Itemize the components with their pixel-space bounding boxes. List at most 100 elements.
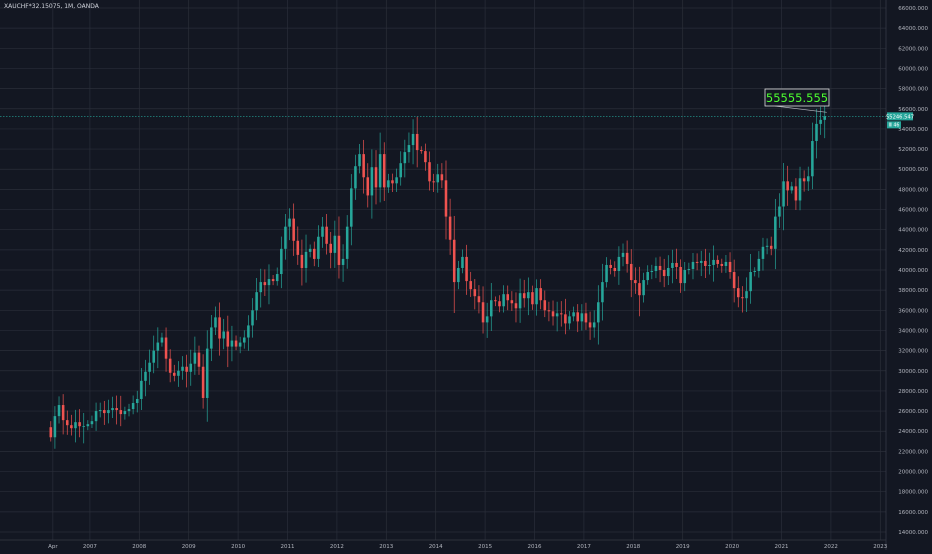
- candle-body: [296, 240, 300, 255]
- candle-body: [790, 186, 794, 191]
- candle-body: [242, 337, 246, 343]
- candle-body: [712, 259, 715, 265]
- candle-body: [802, 178, 806, 182]
- candle-body: [708, 264, 711, 266]
- candle-body: [317, 236, 320, 259]
- candle-body: [61, 405, 65, 421]
- candle-body: [510, 300, 514, 304]
- price-tick-label: 44000.000: [898, 228, 928, 234]
- candle-body: [485, 316, 489, 323]
- candle-body: [135, 398, 139, 404]
- price-tick-label: 26000.000: [898, 409, 928, 415]
- candle-body: [214, 317, 217, 328]
- price-axis[interactable]: 66000.000 64000.000 62000.000 60000.000 5800…: [885, 0, 928, 550]
- candle-body: [518, 293, 522, 309]
- candle-body: [230, 340, 234, 347]
- price-tick-label: 58000.000: [898, 87, 928, 93]
- candle-body: [658, 265, 662, 270]
- time-tick-label: 2010: [231, 544, 245, 550]
- candle-body: [53, 416, 57, 438]
- price-tick-label: 38000.000: [898, 288, 928, 294]
- symbol-title: XAUCHF*32.15075, 1M, OANDA: [4, 3, 99, 10]
- candle-body: [452, 239, 456, 283]
- candle-body: [226, 331, 230, 347]
- candle-body: [308, 248, 312, 252]
- candle-body: [86, 424, 90, 427]
- candle-body: [247, 325, 250, 338]
- candle-body: [382, 154, 386, 188]
- time-tick-label: 2021: [775, 544, 789, 550]
- candle-body: [592, 322, 596, 328]
- candle-body: [70, 425, 73, 429]
- candle-body: [90, 421, 94, 425]
- candle-body: [436, 174, 440, 183]
- candle-body: [49, 427, 53, 438]
- candle-body: [370, 167, 374, 196]
- candle-body: [424, 151, 427, 163]
- candle-body: [588, 322, 592, 328]
- candle-body: [547, 310, 551, 312]
- candle-body: [605, 264, 608, 283]
- candle-body: [329, 243, 333, 253]
- candle-body: [148, 362, 151, 372]
- candle-body: [271, 279, 275, 282]
- candle-body: [111, 408, 114, 411]
- candle-body: [811, 141, 814, 177]
- price-tick-label: 48000.000: [898, 187, 928, 193]
- candle-body: [448, 216, 452, 240]
- candle-body: [255, 292, 258, 311]
- candle-body: [675, 262, 678, 267]
- overlay: 55246.547 Ⅲ 46 55555.555: [0, 88, 914, 129]
- price-tick-label: 14000.000: [898, 530, 928, 536]
- candle-body: [765, 245, 769, 247]
- candle-body: [489, 300, 493, 317]
- candle-body: [539, 288, 542, 301]
- time-tick-label: 2008: [132, 544, 146, 550]
- candle-body: [107, 410, 110, 414]
- candle-body: [782, 181, 785, 207]
- candle-body: [704, 260, 707, 266]
- candle-body: [354, 166, 357, 189]
- price-tick-label: 66000.000: [898, 6, 928, 12]
- price-tick-label: 42000.000: [898, 248, 928, 254]
- candle-body: [609, 264, 612, 268]
- candle-body: [720, 263, 724, 266]
- candle-body: [679, 266, 682, 284]
- candle-body: [502, 294, 505, 307]
- candle-body: [325, 226, 328, 244]
- candle-body: [103, 410, 106, 414]
- candle-body: [366, 177, 370, 196]
- candle-body: [131, 403, 135, 410]
- candle-body: [761, 246, 765, 259]
- candle-body: [432, 181, 435, 183]
- price-tick-label: 54000.000: [898, 127, 928, 133]
- candle-body: [576, 312, 580, 322]
- candle-body: [263, 282, 267, 286]
- candle-body: [350, 188, 353, 227]
- candle-body: [205, 348, 209, 398]
- price-tick-label: 64000.000: [898, 26, 928, 32]
- price-tick-label: 18000.000: [898, 490, 928, 496]
- candle-body: [140, 380, 143, 399]
- candle-body: [481, 302, 485, 323]
- candle-body: [440, 174, 444, 181]
- candle-body: [321, 226, 324, 237]
- candle-body: [461, 256, 464, 268]
- time-tick-label: 2022: [824, 544, 838, 550]
- candle-body: [753, 271, 757, 273]
- time-tick-label: 2023: [873, 544, 887, 550]
- candle-body: [444, 180, 448, 217]
- candle-body: [407, 145, 411, 153]
- candle-body: [156, 342, 160, 351]
- candle-body: [535, 288, 538, 305]
- candle-body: [358, 154, 361, 167]
- time-tick-label: 2011: [281, 544, 295, 550]
- time-axis[interactable]: Apr 2007 2008 2009 2010 2011 2012 2013 2014 2015 2…: [0, 539, 888, 550]
- candle-body: [638, 283, 641, 296]
- candle-body: [749, 272, 752, 292]
- candle-body: [741, 297, 744, 299]
- price-tick-label: 36000.000: [898, 308, 928, 314]
- time-tick-label: 2018: [626, 544, 640, 550]
